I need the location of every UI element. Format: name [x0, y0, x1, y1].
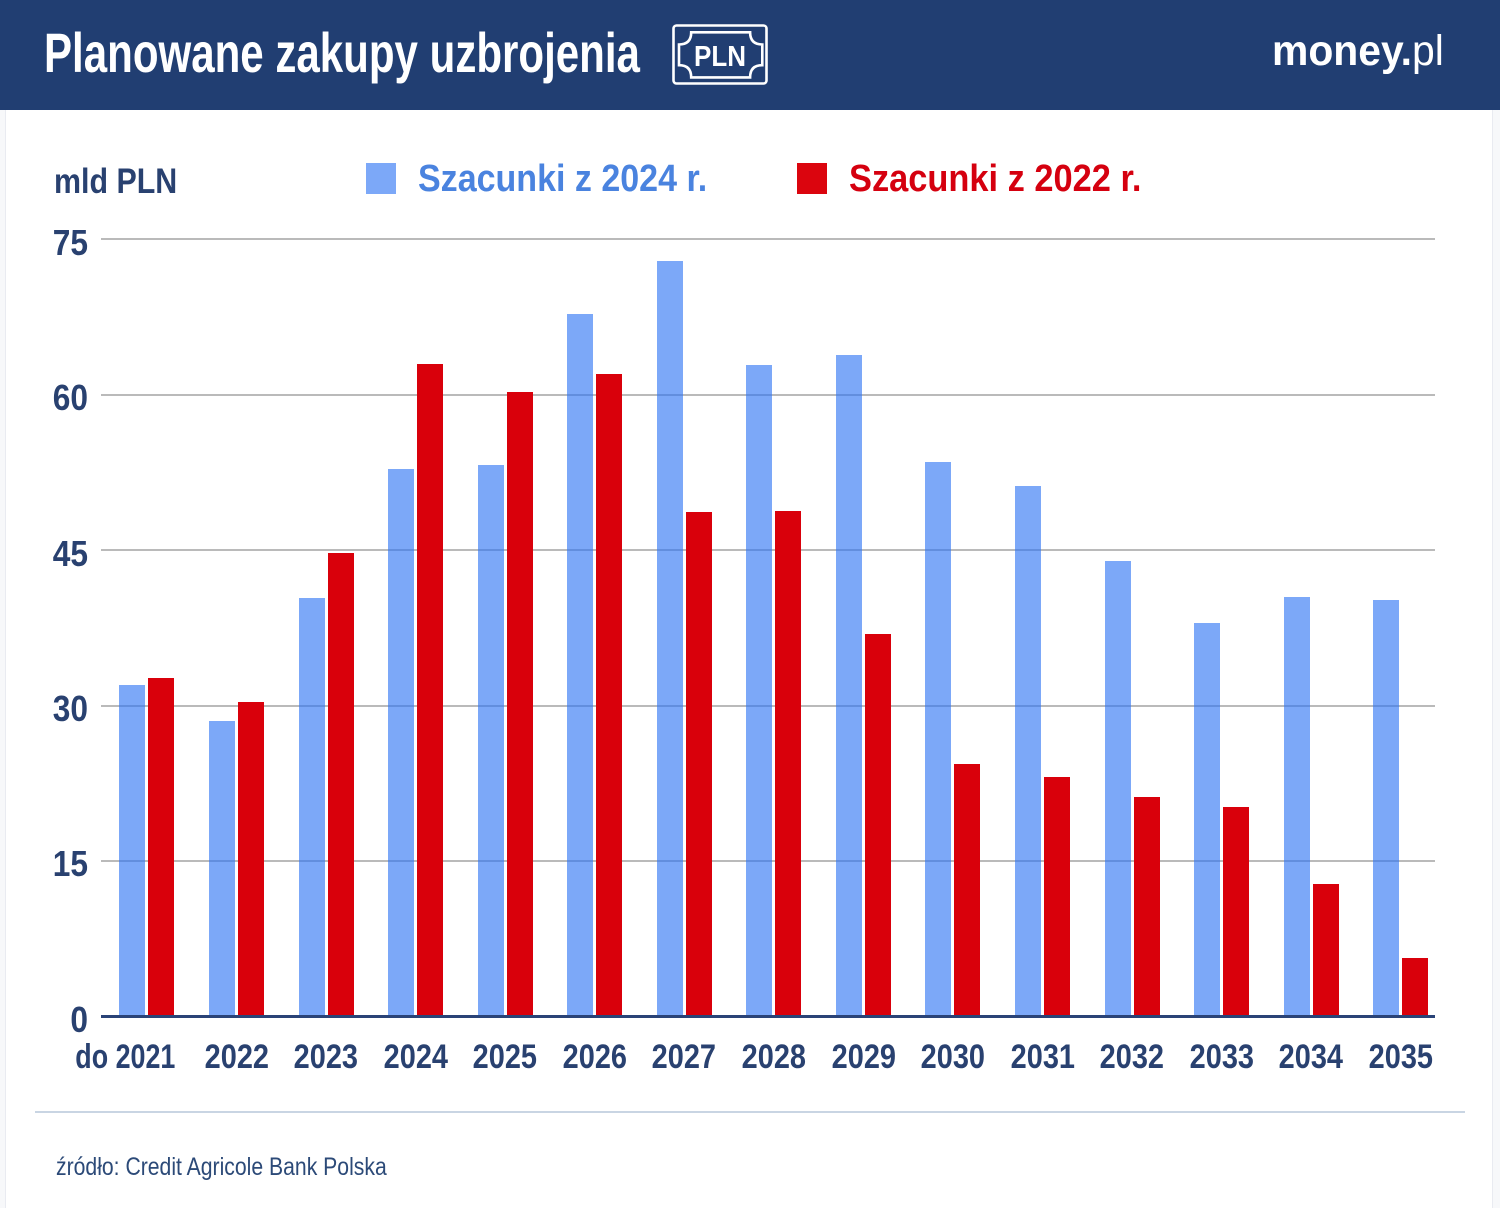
- svg-text:PLN: PLN: [694, 41, 746, 73]
